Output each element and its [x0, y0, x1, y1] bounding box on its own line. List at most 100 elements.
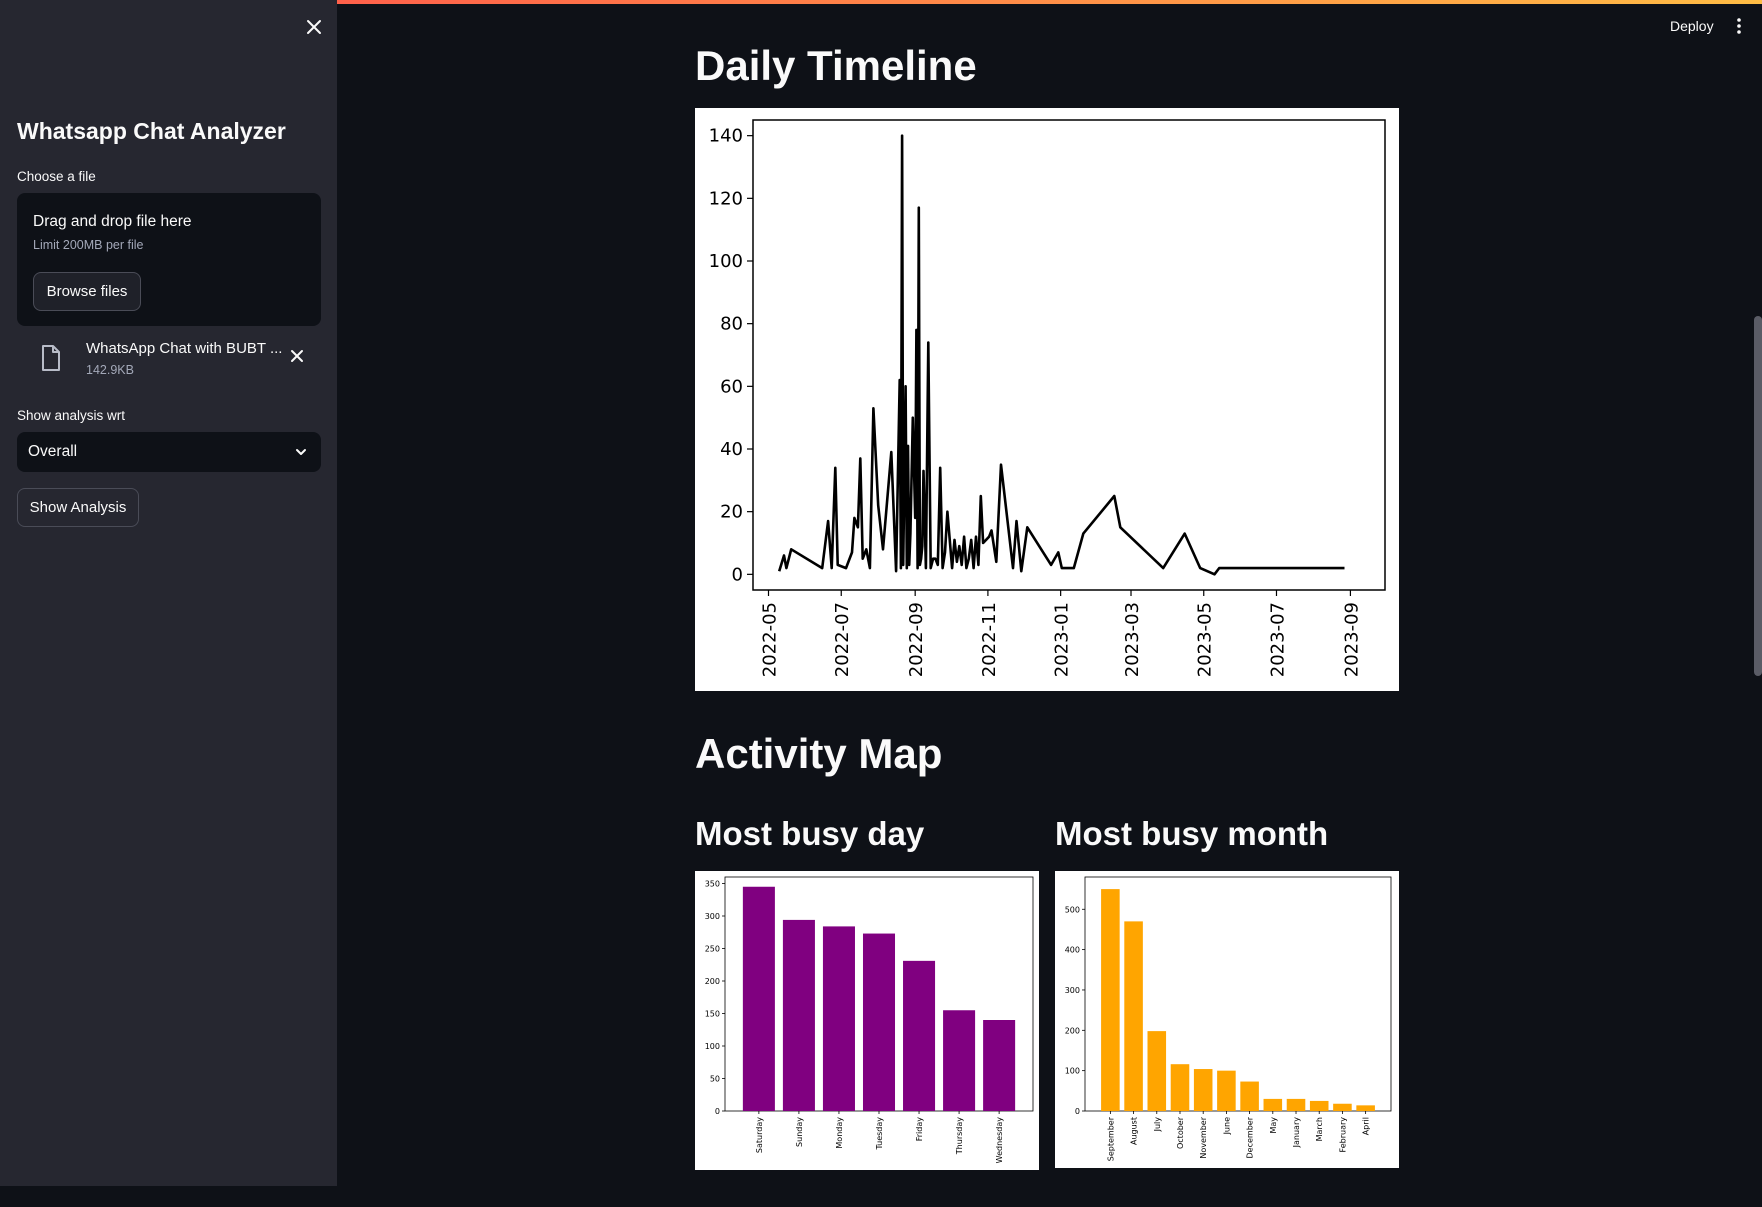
- y-tick-label: 350: [705, 880, 720, 889]
- y-tick-label: 300: [705, 912, 720, 921]
- dropzone-limit: Limit 200MB per file: [33, 238, 144, 252]
- analysis-select-label: Show analysis wrt: [17, 408, 126, 423]
- y-tick-label: 0: [732, 564, 743, 585]
- scrollbar[interactable]: [1754, 316, 1762, 676]
- bar: [1193, 1069, 1213, 1111]
- y-tick-label: 40: [720, 439, 743, 460]
- x-tick-label: October: [1176, 1116, 1185, 1149]
- file-icon: [42, 345, 60, 371]
- bar: [943, 1010, 976, 1111]
- plot-frame: [1084, 876, 1392, 1112]
- y-tick-label: 80: [720, 314, 743, 335]
- bar: [1263, 1098, 1283, 1111]
- daily-timeline-title: Daily Timeline: [695, 42, 977, 89]
- y-tick-label: 400: [1065, 946, 1080, 955]
- y-tick-label: 200: [1065, 1026, 1080, 1035]
- bar: [782, 919, 815, 1111]
- x-tick-label: July: [1153, 1117, 1162, 1133]
- y-tick-label: 120: [709, 188, 743, 209]
- x-tick-label: Saturday: [755, 1117, 764, 1153]
- bar: [1170, 1064, 1190, 1111]
- close-sidebar-icon[interactable]: [303, 16, 325, 38]
- activity-map-title: Activity Map: [695, 730, 943, 777]
- x-tick-label: December: [1246, 1116, 1255, 1158]
- x-tick-label: May: [1269, 1117, 1278, 1134]
- top-accent-bar: [0, 0, 1762, 4]
- bar: [983, 1020, 1016, 1111]
- more-options-icon[interactable]: [1735, 16, 1743, 36]
- x-tick-label: April: [1362, 1117, 1371, 1135]
- x-tick-label: Thursday: [955, 1117, 964, 1155]
- bar: [1286, 1098, 1306, 1111]
- daily-message-line: [777, 134, 1345, 576]
- analysis-select-value: Overall: [28, 443, 78, 460]
- bottom-strip: [0, 1186, 1762, 1207]
- y-tick-label: 150: [705, 1010, 720, 1019]
- x-tick-label: 2023-07: [1267, 602, 1288, 677]
- x-tick-label: November: [1199, 1116, 1208, 1158]
- x-tick-label: Wednesday: [995, 1117, 1004, 1164]
- x-tick-label: 2023-01: [1052, 602, 1073, 677]
- x-tick-label: 2022-09: [906, 602, 927, 677]
- remove-file-icon[interactable]: [287, 346, 307, 370]
- bar: [1356, 1105, 1375, 1111]
- bar: [903, 960, 936, 1111]
- bar: [742, 886, 775, 1111]
- y-tick-label: 100: [1065, 1067, 1080, 1076]
- x-tick-label: 2023-09: [1341, 602, 1362, 677]
- busy-month-title: Most busy month: [1055, 815, 1329, 852]
- busy-month-svg: 0 100 200 300 400 500 September August July Octob…: [1065, 876, 1392, 1161]
- y-tick-label: 250: [705, 945, 720, 954]
- x-tick-label: 2022-07: [832, 602, 853, 677]
- daily-timeline-chart: 0 20 40 60 80 100 120 140 2022-05 2022-07 2022-09 2…: [695, 108, 1399, 691]
- x-tick-label: March: [1315, 1117, 1324, 1141]
- analysis-select[interactable]: Overall: [17, 432, 321, 472]
- y-tick-label: 60: [720, 376, 743, 397]
- plot-frame: [752, 119, 1386, 591]
- uploaded-file-item: WhatsApp Chat with BUBT ... 142.9KB: [40, 340, 310, 380]
- bar: [1217, 1070, 1236, 1111]
- uploaded-file-name: WhatsApp Chat with BUBT ...: [86, 340, 283, 357]
- y-tick-label: 0: [1075, 1107, 1080, 1116]
- y-tick-label: 140: [709, 126, 743, 147]
- uploaded-file-size: 142.9KB: [86, 363, 134, 377]
- x-tick-label: September: [1106, 1116, 1115, 1161]
- x-tick-label: June: [1222, 1117, 1231, 1136]
- y-tick-label: 0: [715, 1107, 720, 1116]
- x-tick-label: 2023-03: [1122, 602, 1143, 677]
- bar: [862, 933, 896, 1111]
- busy-day-title: Most busy day: [695, 815, 925, 852]
- y-tick-label: 500: [1065, 905, 1080, 914]
- bar: [1124, 921, 1143, 1111]
- busy-day-svg: 0 50 100 150 200 250 300 350 Saturday Sunday Monda…: [705, 876, 1034, 1164]
- file-dropzone[interactable]: Drag and drop file here Limit 200MB per …: [17, 193, 321, 326]
- x-tick-label: January: [1292, 1117, 1301, 1149]
- sidebar-title: Whatsapp Chat Analyzer: [17, 118, 286, 144]
- y-tick-label: 20: [720, 502, 743, 523]
- y-tick-label: 300: [1065, 986, 1080, 995]
- bar: [1147, 1031, 1167, 1111]
- chevron-down-icon: [296, 449, 306, 455]
- y-tick-label: 50: [710, 1075, 720, 1084]
- x-tick-label: February: [1338, 1117, 1347, 1153]
- bar: [1333, 1103, 1352, 1111]
- x-tick-label: Friday: [915, 1117, 924, 1142]
- browse-files-button[interactable]: Browse files: [33, 272, 141, 311]
- bar: [1240, 1081, 1259, 1111]
- show-analysis-button[interactable]: Show Analysis: [17, 488, 139, 527]
- bar: [1101, 889, 1120, 1111]
- y-tick-label: 100: [705, 1042, 720, 1051]
- sidebar: Whatsapp Chat Analyzer Choose a file Dra…: [0, 0, 337, 1186]
- y-tick-label: 100: [709, 251, 743, 272]
- x-tick-label: 2023-05: [1195, 602, 1216, 677]
- bar: [822, 926, 855, 1111]
- x-tick-label: Sunday: [795, 1117, 804, 1147]
- daily-timeline-svg: 0 20 40 60 80 100 120 140 2022-05 2022-07 2022-09 2…: [709, 119, 1386, 677]
- x-tick-label: Monday: [835, 1117, 844, 1149]
- x-tick-label: 2022-05: [760, 602, 781, 677]
- busy-month-chart: 0 100 200 300 400 500 September August July Octob…: [1055, 871, 1399, 1168]
- deploy-button[interactable]: Deploy: [1670, 18, 1714, 34]
- file-uploader-label: Choose a file: [17, 169, 96, 184]
- x-tick-label: Tuesday: [875, 1117, 884, 1151]
- x-tick-label: August: [1130, 1117, 1139, 1145]
